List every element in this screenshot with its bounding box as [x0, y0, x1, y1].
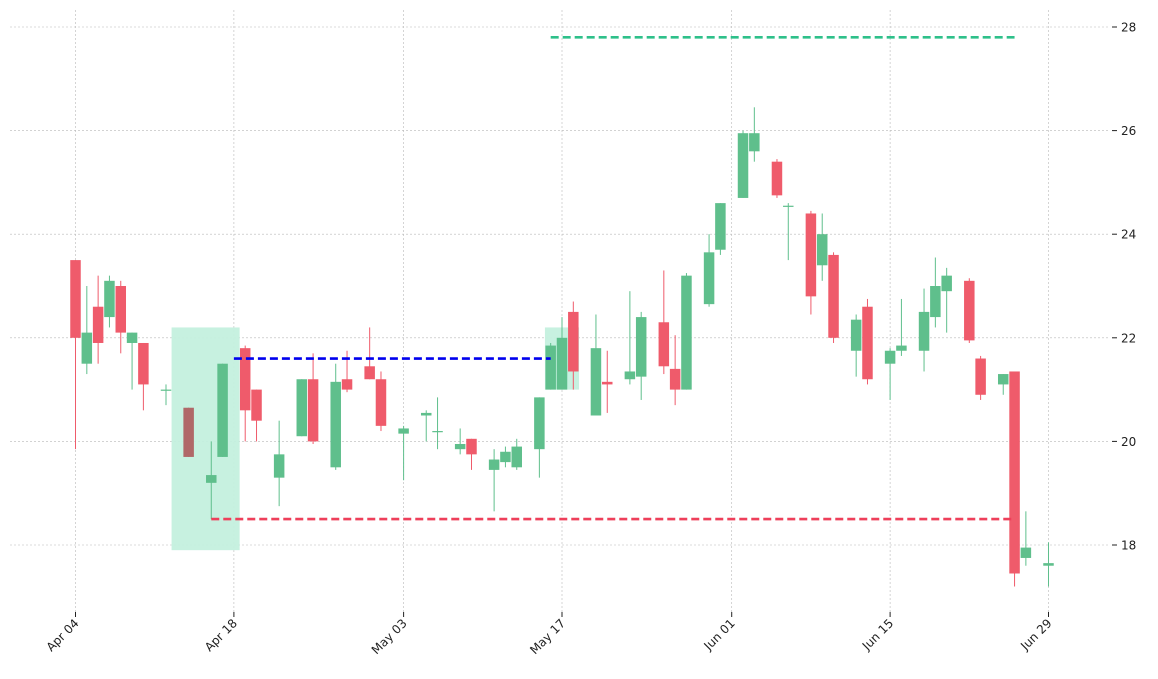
candle-body-down: [92, 306, 104, 343]
candle-body-up: [681, 275, 692, 390]
candle-body-down: [70, 260, 81, 338]
x-tick-label: May 03: [369, 616, 410, 657]
candle-body-up: [884, 350, 896, 364]
highlight-zones: [171, 327, 580, 551]
candle-body-up: [816, 234, 828, 266]
candle-body-down: [658, 322, 670, 367]
y-tick-label: 26: [1121, 124, 1136, 138]
candle-body-up: [556, 337, 568, 390]
candle-body-down: [183, 407, 194, 457]
candle-body-down: [805, 213, 817, 297]
candle-body-up: [160, 389, 172, 391]
candle-body-down: [364, 366, 375, 380]
level-lines: [211, 36, 1015, 521]
candle-body-down: [251, 389, 262, 421]
candle-body-up: [206, 475, 217, 483]
candle-body-down: [341, 379, 353, 390]
candle-body-up: [703, 252, 715, 305]
candle-body-up: [749, 133, 760, 152]
candle-body-up: [488, 459, 500, 470]
candle-body-down: [771, 161, 783, 196]
candle-body-down: [669, 368, 681, 390]
candle-body-down: [307, 379, 319, 442]
candle-body-down: [239, 348, 251, 411]
candle-body-up: [918, 311, 930, 351]
candle-body-down: [862, 306, 873, 380]
highlight-zone: [171, 327, 240, 551]
x-tick-label: Jun 01: [700, 616, 737, 653]
candle-body-up: [850, 319, 862, 351]
candle-body-up: [81, 332, 93, 364]
candle-body-down: [975, 358, 986, 395]
y-tick-label: 22: [1121, 331, 1136, 345]
candle-body-up: [330, 381, 341, 468]
x-tick-label: Apr 04: [44, 616, 82, 654]
candle-body-up: [737, 133, 749, 198]
candle-body-up: [296, 379, 308, 437]
candle-body-down: [466, 438, 477, 455]
candle-body-up: [1020, 547, 1032, 558]
candle-body-up: [1043, 563, 1054, 566]
candle-body-up: [432, 431, 443, 433]
candle-body-up: [454, 443, 466, 450]
y-tick-label: 18: [1121, 539, 1136, 553]
x-tick-label: Jun 29: [1017, 616, 1054, 653]
candle-body-up: [511, 446, 522, 468]
candle-body-up: [997, 374, 1009, 385]
candles: [70, 107, 1054, 587]
candle-body-up: [635, 317, 647, 377]
candle-body-up: [930, 286, 941, 318]
candle-body-down: [602, 381, 613, 385]
x-tick-label: Jun 15: [859, 616, 896, 653]
y-tick-label: 28: [1121, 21, 1136, 35]
candle-body-up: [783, 205, 794, 207]
candle-body-up: [896, 345, 907, 351]
candle-body-up: [126, 332, 138, 343]
candle-body-up: [420, 412, 432, 416]
candle-body-up: [624, 371, 636, 380]
y-tick-label: 20: [1121, 435, 1136, 449]
candle-body-down: [1009, 371, 1020, 574]
candle-body-up: [590, 348, 602, 416]
y-tick-label: 24: [1121, 228, 1136, 242]
candle-body-down: [964, 280, 975, 341]
candle-body-down: [568, 311, 579, 372]
x-tick-label: May 17: [527, 616, 568, 657]
candle-body-down: [828, 254, 839, 338]
candle-body-up: [715, 203, 726, 250]
candle-body-up: [273, 454, 285, 478]
candle-body-up: [534, 397, 545, 450]
candle-body-up: [104, 280, 115, 318]
candle-body-down: [375, 379, 387, 426]
candle-body-up: [217, 363, 228, 457]
candle-body-up: [398, 428, 409, 434]
candle-body-down: [138, 342, 149, 385]
candle-body-up: [500, 451, 511, 463]
x-tick-label: Apr 18: [202, 616, 240, 654]
candle-body-up: [941, 275, 952, 292]
candle-body-down: [115, 286, 127, 333]
candle-body-up: [545, 345, 556, 390]
